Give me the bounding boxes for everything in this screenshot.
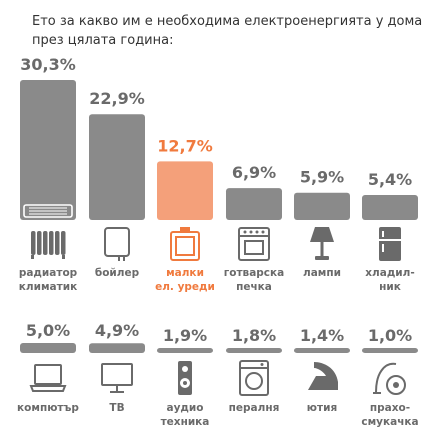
washing-machine-icon [239,360,269,396]
category-label-r1c3: малки ел. уреди [155,267,215,293]
value-label-r2c3: 1,9% [163,326,207,345]
vacuum-icon [373,362,406,395]
category-label-r2c6: прахо-смукачка [361,402,418,428]
bar-r1c2 [89,114,145,220]
category-label-r2c2: ТВ [109,402,124,414]
category-label-r2c5: ютия [307,402,337,414]
chart-title: Ето за какво им е необходима електроенер… [32,12,432,50]
title-line-1: Ето за какво им е необходима електроенер… [32,14,423,29]
laptop-icon [29,364,67,392]
value-label-r1c4: 6,9% [232,163,276,182]
bar-r2c1 [20,343,76,353]
radiator-icon [31,231,66,259]
value-label-r1c3: 12,7% [157,136,213,155]
bar-r2c2 [89,343,145,353]
category-label-r1c4: готварска печка [224,267,284,293]
bar-r1c3 [157,161,213,220]
bar-r2c3 [157,348,213,353]
category-label-r1c1: радиатор климатик [19,267,78,293]
tv-icon [101,363,133,393]
value-label-r1c6: 5,4% [368,170,412,189]
speaker-icon [178,361,192,395]
bar-r1c5 [294,192,350,220]
category-label-r1c6: хладил-ник [365,267,414,293]
iron-icon [308,362,338,390]
category-label-r1c2: бойлер [95,267,140,279]
category-label-r2c3: аудио техника [161,402,210,428]
fridge-icon [379,227,401,261]
value-label-r1c2: 22,9% [89,89,145,108]
bar-r1c4 [226,188,282,220]
value-label-r2c4: 1,8% [232,326,276,345]
bar-r2c6 [362,348,418,353]
value-label-r2c5: 1,4% [300,326,344,345]
bar-r1c6 [362,195,418,220]
value-label-r2c1: 5,0% [26,321,70,340]
air-conditioner-icon [23,204,73,218]
category-label-r2c4: пералня [229,402,280,414]
bar-r2c5 [294,348,350,353]
value-label-r2c2: 4,9% [95,321,139,340]
small-appliances-icon [170,227,200,261]
category-label-r2c1: компютър [17,402,79,414]
title-line-2: през цялата година: [32,33,174,48]
boiler-icon [104,227,130,261]
stove-icon [238,227,270,261]
category-label-r1c5: лампи [303,267,341,279]
value-label-r2c6: 1,0% [368,326,412,345]
value-label-r1c1: 30,3% [20,55,76,74]
lamp-icon [310,227,334,260]
bar-r2c4 [226,348,282,353]
value-label-r1c5: 5,9% [300,168,344,187]
bar-r1c1 [20,80,76,220]
